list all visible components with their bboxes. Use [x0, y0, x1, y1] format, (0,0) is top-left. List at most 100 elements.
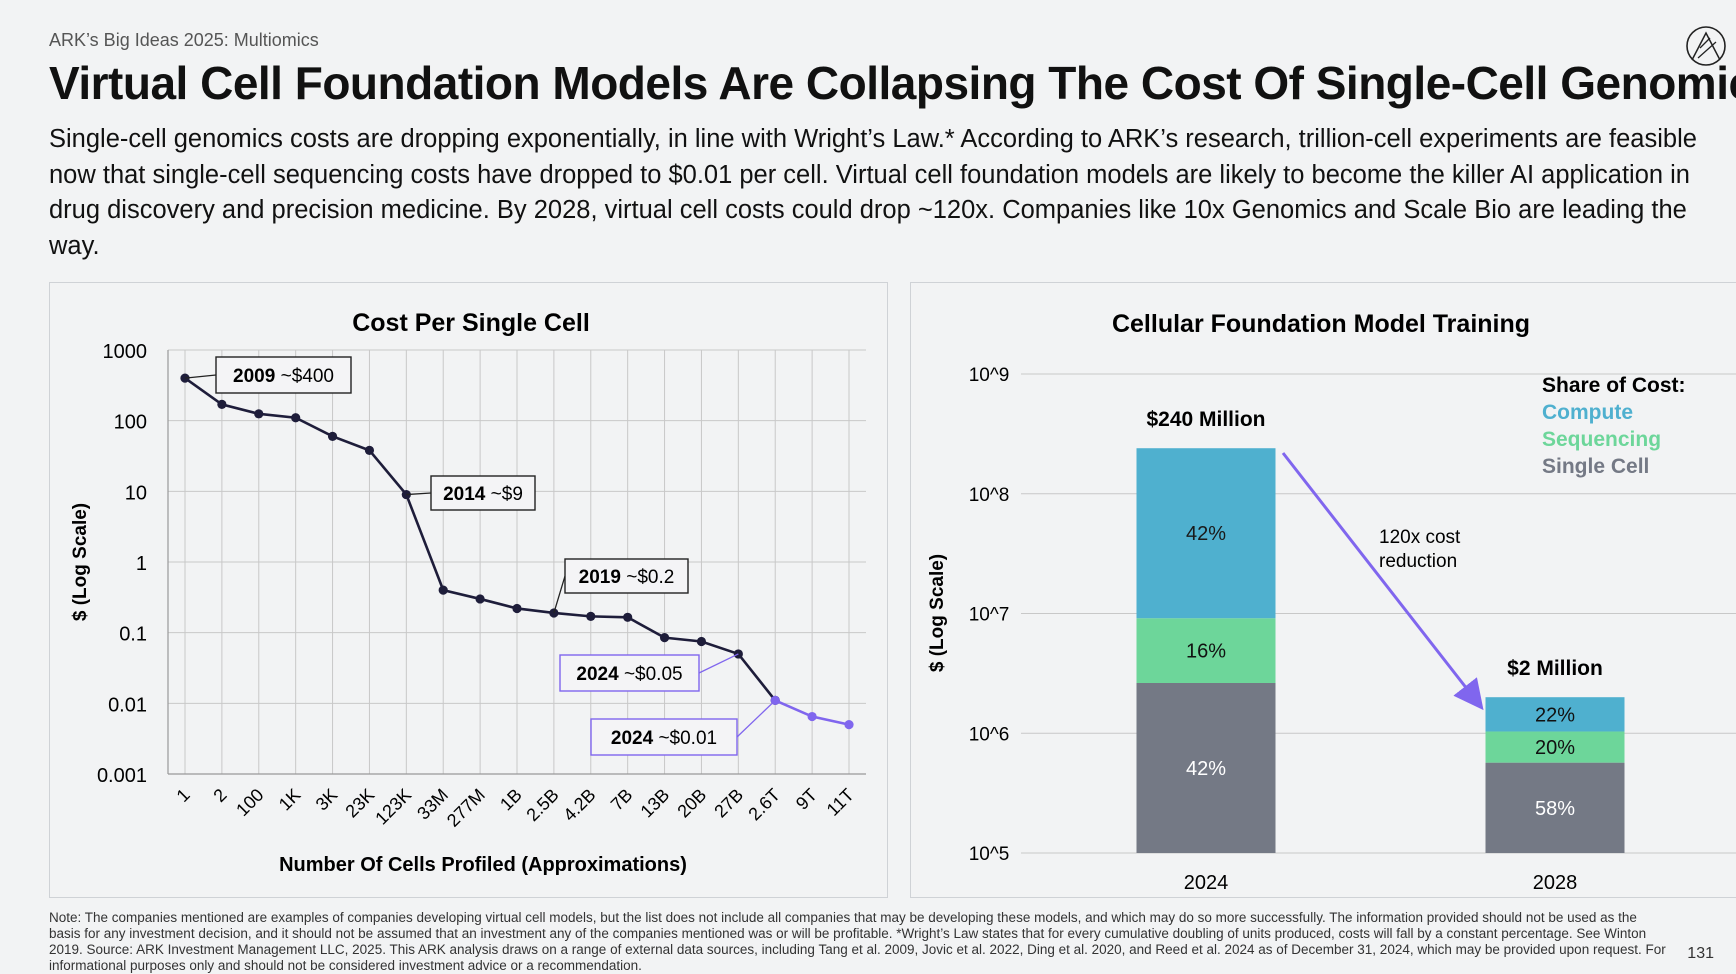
- y-tick-label: 10^7: [969, 605, 1010, 626]
- y-axis-title: $ (Log Scale): [70, 503, 91, 621]
- x-tick-label: 27B: [710, 785, 747, 822]
- data-point: [364, 445, 375, 455]
- callout-value: ~$9: [491, 484, 523, 505]
- segment-label: 22%: [1535, 704, 1575, 726]
- callout-year: 2009: [233, 366, 275, 387]
- data-point: [623, 612, 633, 622]
- single-cell-segment: [1136, 682, 1276, 853]
- callout-year: 2024: [576, 664, 619, 685]
- callout-value: ~$0.05: [624, 664, 683, 685]
- segment-label: 20%: [1535, 737, 1575, 759]
- cost-reduction-arrow: [1281, 452, 1484, 711]
- callout-box: [430, 475, 536, 511]
- y-axis-title: $ (Log Scale): [927, 554, 948, 672]
- cost-per-cell-panel: Cost Per Single Cell 1000 100 10 1 0.1 0.01 0.0…: [49, 282, 888, 898]
- bar-total-label: $2 Million: [1507, 657, 1603, 680]
- callout-value: ~$400: [281, 366, 334, 387]
- x-tick-label: 4.2B: [559, 785, 599, 825]
- x-tick-label: 9T: [792, 785, 821, 814]
- callout-year: 2024: [611, 728, 654, 749]
- data-point: [659, 633, 670, 643]
- footnote: Note: The companies mentioned are exampl…: [49, 910, 1666, 973]
- segment-label: 16%: [1186, 641, 1226, 663]
- x-tick-label: 3K: [312, 785, 342, 815]
- x-tick-label: 7B: [607, 785, 637, 815]
- page-number: 131: [1687, 945, 1714, 962]
- y-tick-label: 100: [114, 412, 147, 434]
- foundation-model-training-panel: Cellular Foundation Model Training 10^9 10…: [910, 282, 1736, 898]
- x-tick-label: 13B: [637, 785, 674, 822]
- x-tick-label: 277M: [443, 785, 489, 831]
- arrow-label: reduction: [1379, 551, 1457, 572]
- segment-label: 58%: [1535, 798, 1575, 820]
- y-tick-label: 1: [136, 553, 147, 575]
- callout-leader-line: [736, 699, 776, 738]
- y-tick-label: 10^8: [969, 485, 1010, 506]
- data-point: [844, 720, 854, 730]
- x-tick-label: 1K: [275, 785, 305, 815]
- callout-year: 2019: [579, 567, 621, 588]
- sequencing-segment: [1485, 731, 1625, 763]
- data-point: [807, 711, 817, 722]
- data-point: [586, 611, 596, 621]
- data-point: [327, 431, 338, 441]
- callout-label: 2009 ~$400: [233, 366, 334, 387]
- callout-year: 2014: [443, 484, 486, 505]
- legend-entry: Compute: [1542, 401, 1633, 424]
- y-tick-label: 0.1: [119, 624, 147, 646]
- x-tick-label: 2: [209, 785, 230, 806]
- x-tick-label: 2024: [1184, 872, 1229, 894]
- chart-title: Cost Per Single Cell: [352, 309, 590, 337]
- chart-title: Cellular Foundation Model Training: [1112, 310, 1530, 338]
- data-point: [696, 636, 707, 647]
- x-tick-label: 2028: [1533, 872, 1578, 894]
- data-point: [438, 585, 448, 595]
- y-tick-label: 0.001: [97, 765, 147, 787]
- legend-entry: Sequencing: [1542, 428, 1661, 451]
- callout-leader-line: [406, 492, 432, 496]
- data-point: [733, 649, 743, 659]
- data-point: [217, 399, 227, 409]
- callout-label: 2024 ~$0.05: [576, 664, 682, 685]
- callout-leader-line: [698, 653, 739, 674]
- page-title: Virtual Cell Foundation Models Are Colla…: [49, 57, 1736, 109]
- x-tick-label: 20B: [673, 785, 710, 822]
- x-tick-label: 123K: [371, 785, 415, 829]
- callout-leader-line: [553, 575, 566, 614]
- legend-title: Share of Cost:: [1542, 374, 1686, 397]
- callout-leader-line: [184, 374, 217, 379]
- x-tick-label: 2.6T: [744, 785, 784, 825]
- x-tick-label: 100: [232, 785, 267, 820]
- callout-box: [215, 356, 352, 394]
- x-tick-label: 1: [173, 785, 194, 806]
- foundation-model-training-chart: Cellular Foundation Model Training 10^9 10…: [927, 310, 1736, 894]
- data-point: [475, 594, 485, 604]
- y-tick-label: 10^9: [969, 365, 1010, 386]
- data-point: [291, 413, 301, 423]
- callout-box: [564, 558, 689, 594]
- x-axis-title: Number Of Cells Profiled (Approximations…: [279, 854, 687, 876]
- intro-paragraph: Single-cell genomics costs are dropping …: [49, 125, 1697, 260]
- x-tick-label: 11T: [823, 785, 858, 820]
- y-tick-label: 1000: [103, 341, 148, 363]
- y-tick-label: 0.01: [108, 694, 147, 716]
- data-point: [512, 603, 522, 614]
- callout-label: 2014 ~$9: [443, 484, 523, 505]
- single-cell-segment: [1485, 762, 1625, 853]
- callout-value: ~$0.2: [626, 567, 674, 588]
- x-tick-label: 1B: [496, 785, 526, 815]
- compute-segment: [1136, 448, 1276, 619]
- y-tick-label: 10^6: [969, 724, 1010, 745]
- callout-box: [559, 654, 700, 692]
- compute-segment: [1485, 697, 1625, 732]
- bar-total-label: $240 Million: [1146, 408, 1265, 431]
- sequencing-segment: [1136, 618, 1276, 683]
- segment-label: 42%: [1186, 523, 1226, 545]
- callout-box: [590, 718, 738, 756]
- cost-per-cell-chart: Cost Per Single Cell 1000 100 10 1 0.1 0.01 0.0…: [70, 309, 866, 876]
- ark-logo-icon: [1686, 26, 1726, 66]
- y-tick-label: 10^5: [969, 844, 1010, 865]
- segment-label: 42%: [1186, 758, 1226, 780]
- callout-label: 2019 ~$0.2: [579, 567, 675, 588]
- y-tick-label: 10: [125, 482, 147, 504]
